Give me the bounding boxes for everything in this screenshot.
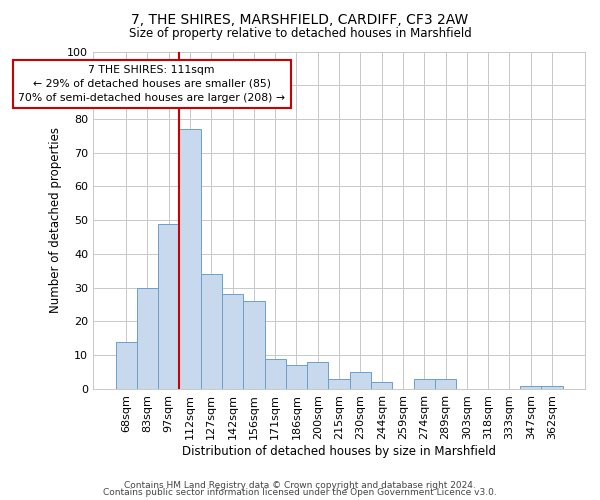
Bar (115, 342, 137, 389)
Text: Contains public sector information licensed under the Open Government Licence v3: Contains public sector information licen… (103, 488, 497, 497)
Bar (137, 288, 158, 389)
Y-axis label: Number of detached properties: Number of detached properties (49, 127, 62, 313)
Bar (265, 358, 286, 389)
Text: Contains HM Land Registry data © Crown copyright and database right 2024.: Contains HM Land Registry data © Crown c… (124, 480, 476, 490)
Bar (413, 379, 435, 389)
Bar (243, 301, 265, 389)
Bar (371, 382, 392, 389)
Bar (350, 372, 371, 389)
Bar (222, 294, 243, 389)
X-axis label: Distribution of detached houses by size in Marshfield: Distribution of detached houses by size … (182, 444, 496, 458)
Bar (541, 386, 563, 389)
Bar (307, 362, 328, 389)
Bar (200, 274, 222, 389)
Bar (435, 379, 456, 389)
Bar (158, 224, 179, 389)
Bar (179, 129, 200, 389)
Text: 7 THE SHIRES: 111sqm
← 29% of detached houses are smaller (85)
70% of semi-detac: 7 THE SHIRES: 111sqm ← 29% of detached h… (18, 65, 285, 103)
Bar (286, 366, 307, 389)
Text: 7, THE SHIRES, MARSHFIELD, CARDIFF, CF3 2AW: 7, THE SHIRES, MARSHFIELD, CARDIFF, CF3 … (131, 12, 469, 26)
Bar (328, 379, 350, 389)
Bar (520, 386, 541, 389)
Text: Size of property relative to detached houses in Marshfield: Size of property relative to detached ho… (128, 28, 472, 40)
